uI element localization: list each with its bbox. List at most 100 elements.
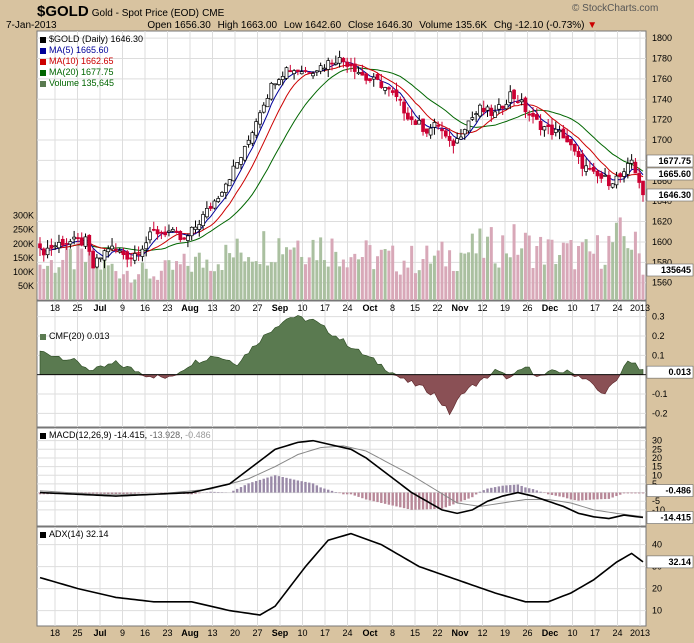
volume-bar: [197, 252, 201, 300]
volume-bar: [432, 255, 436, 300]
candle-body: [383, 87, 387, 91]
x-tick-label-top: Dec: [542, 303, 559, 313]
macd-tick-label: 25: [652, 444, 662, 454]
macd-histogram-bar: [387, 492, 391, 505]
volume-bar: [387, 250, 391, 300]
panel-macd: [36, 427, 647, 527]
candle-body: [436, 124, 441, 127]
volume-bar: [76, 241, 80, 300]
candle-body: [246, 139, 251, 145]
x-tick-label-bottom: 27: [252, 628, 262, 638]
macd-histogram-bar: [638, 492, 641, 494]
x-tick-label-top: 22: [432, 303, 442, 313]
candle-body: [314, 70, 319, 73]
open-value: 1656.30: [174, 20, 211, 31]
volume-bar: [512, 224, 516, 300]
candle-body: [515, 101, 520, 103]
legend-ma5-text: MA(5) 1665.60: [49, 45, 109, 55]
candle-body: [390, 90, 395, 93]
macd-histogram-bar: [247, 483, 250, 493]
macd-legend-v3: -0.486: [185, 430, 211, 440]
x-tick-label-bottom: Oct: [362, 628, 377, 638]
macd-histogram-bar: [493, 487, 497, 493]
volume-bar: [531, 268, 535, 300]
candle-body: [216, 198, 221, 202]
macd-histogram-bar: [349, 492, 353, 495]
macd-histogram-bar: [327, 489, 330, 493]
candle-body: [91, 250, 95, 269]
macd-histogram-bar: [88, 492, 91, 494]
volume-bar: [95, 259, 99, 300]
x-tick-label-bottom: Dec: [542, 628, 559, 638]
candle-body: [610, 183, 615, 188]
x-tick-label-top: 17: [320, 303, 330, 313]
macd-histogram-bar: [236, 488, 239, 493]
volume-bar: [364, 240, 368, 300]
panel-adx: [36, 526, 647, 627]
macd-histogram-bar: [239, 487, 243, 493]
volume-bar: [68, 249, 72, 300]
volume-bar: [178, 264, 182, 300]
candle-body: [174, 230, 179, 233]
candle-body: [292, 70, 296, 74]
x-tick-label-bottom: 22: [432, 628, 442, 638]
macd-histogram-bar: [474, 492, 478, 495]
volume-bar: [410, 245, 414, 300]
candle-body: [375, 74, 380, 80]
volume-bar: [319, 237, 323, 300]
candle-body: [284, 67, 289, 79]
volume-bar: [247, 257, 251, 300]
macd-histogram-bar: [433, 492, 436, 510]
candle-body: [121, 250, 126, 256]
volume-bar: [478, 228, 482, 300]
candle-body: [303, 70, 308, 72]
volume-bar: [110, 263, 114, 300]
candle-body: [569, 138, 573, 146]
volume-bar: [258, 264, 262, 300]
candle-body: [466, 120, 471, 132]
volume-bar: [349, 257, 353, 300]
macd-histogram-bar: [361, 492, 364, 499]
macd-histogram-bar: [114, 492, 118, 495]
volume-bar: [121, 274, 125, 300]
macd-histogram-bar: [558, 492, 561, 497]
volume-value-label: 135645: [661, 265, 691, 275]
x-tick-label-bottom: 8: [390, 628, 395, 638]
x-tick-label-top: 17: [590, 303, 600, 313]
candle-body: [60, 238, 65, 246]
volume-bar: [296, 240, 300, 300]
volume-bar: [171, 269, 175, 300]
macd-histogram-bar: [600, 492, 603, 500]
macd-histogram-bar: [258, 479, 262, 493]
volume-bar: [311, 239, 315, 300]
candle-body: [356, 72, 361, 75]
x-tick-label-bottom: 20: [230, 628, 240, 638]
last-price-label: 1646.30: [658, 190, 691, 200]
macd-histogram-bar: [501, 485, 504, 493]
macd-histogram-bar: [190, 492, 193, 495]
candle-body: [330, 62, 334, 65]
legend-ma10: MA(10) 1662.65: [40, 56, 143, 67]
x-tick-label-top: Oct: [362, 303, 377, 313]
candle-body: [227, 179, 232, 187]
candle-body: [45, 247, 50, 256]
volume-swatch: [40, 80, 46, 87]
volume-value-label-box: [646, 263, 694, 277]
macd-histogram-bar: [266, 477, 269, 493]
candle-body: [41, 248, 46, 256]
macd-histogram-bar: [573, 492, 576, 501]
volume-bar: [376, 256, 380, 300]
price-tick-label: 1660: [652, 176, 672, 186]
candle-body: [265, 98, 270, 108]
macd-histogram-bar: [376, 492, 379, 503]
candle-body: [508, 91, 513, 103]
macd-histogram-bar: [380, 492, 383, 503]
macd-histogram-bar: [285, 477, 288, 493]
macd-histogram-bar: [603, 492, 607, 500]
volume-bar: [345, 267, 349, 300]
volume-bar: [102, 258, 106, 300]
volume-bar: [80, 248, 84, 300]
x-tick-label-top: 18: [50, 303, 60, 313]
cmf-tick-label: 0.1: [652, 350, 665, 360]
volume-bar: [87, 247, 91, 300]
